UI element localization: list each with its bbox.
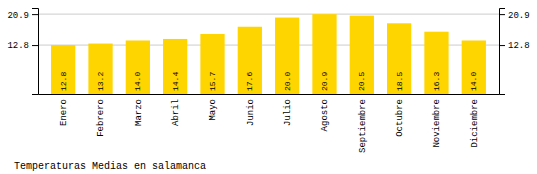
tick-label: Junio [246,99,256,126]
tick: Mayo [208,94,218,121]
tick: Diciembre [470,94,480,148]
bar [350,16,374,94]
tick: 12.8 [7,41,38,51]
tick-label: Septiembre [358,99,368,153]
axis-line [32,9,39,95]
data-label: 12.8 [59,72,68,91]
tick-label: 20.9 [508,10,530,20]
tick: Julio [283,94,293,126]
tick-label: Diciembre [470,99,480,148]
data-label: 15.7 [208,72,217,91]
data-label: 20.9 [320,72,329,91]
chart: 12.8 13.2 14.0 14.4 15.7 17.6 20.0 20.9 20.5 18.5… [0,0,537,174]
tick-label: 20.9 [7,10,29,20]
bars [51,14,486,94]
bar [462,40,486,94]
tick-mark [32,14,38,15]
tick: 20.9 [7,10,38,20]
bar [163,39,187,94]
tick: Febrero [96,94,106,137]
bar [387,23,411,94]
tick: 12.8 [499,41,530,51]
data-label: 20.5 [357,72,366,91]
bar [126,40,150,94]
data-label: 20.0 [283,72,292,91]
tick-label: Febrero [96,99,106,137]
bar [88,44,112,94]
bar [51,45,75,94]
tick: Agosto [320,94,330,131]
tick: Septiembre [358,94,368,153]
tick-mark [32,45,38,46]
data-label: 13.2 [96,72,105,91]
bar [200,34,224,94]
tick: Noviembre [432,94,442,148]
tick-label: Marzo [134,99,144,126]
data-labels: 12.8 13.2 14.0 14.4 15.7 17.6 20.0 20.9 20.5 18.5… [59,72,479,91]
bar [312,14,336,94]
data-label: 16.3 [432,72,441,91]
tick-label: Noviembre [432,99,442,148]
data-label: 18.5 [395,72,404,91]
data-label: 14.4 [171,72,180,91]
tick-label: Abril [171,99,181,126]
axis-line [500,9,506,95]
tick-label: 12.8 [508,41,530,51]
tick-label: Agosto [320,99,330,131]
tick-label: Octubre [395,99,405,137]
tick: Enero [59,94,69,126]
tick-label: 12.8 [7,41,29,51]
tick-mark [499,14,505,15]
tick-label: Mayo [208,99,218,121]
tick-label: Julio [283,99,293,126]
tick: Octubre [395,94,405,137]
bar [238,27,262,94]
tick-mark [499,45,505,46]
bar [275,18,299,94]
grid-line [38,14,499,15]
data-label: 17.6 [245,72,254,91]
data-label: 14.0 [469,72,478,91]
y2-axis: 12.8 20.9 [499,9,530,95]
tick: Marzo [134,94,144,126]
tick: Abril [171,94,181,126]
bar [424,32,448,94]
y-axis: 12.8 20.9 [7,9,38,95]
title: Temperaturas Medias en salamanca [14,161,206,172]
tick: 20.9 [499,10,530,20]
axis-line [39,94,500,95]
data-label: 14.0 [133,72,142,91]
x-axis: Enero Febrero Marzo Abril Mayo Junio Julio Agos… [39,94,500,153]
tick-label: Enero [59,99,69,126]
tick: Junio [246,94,256,126]
